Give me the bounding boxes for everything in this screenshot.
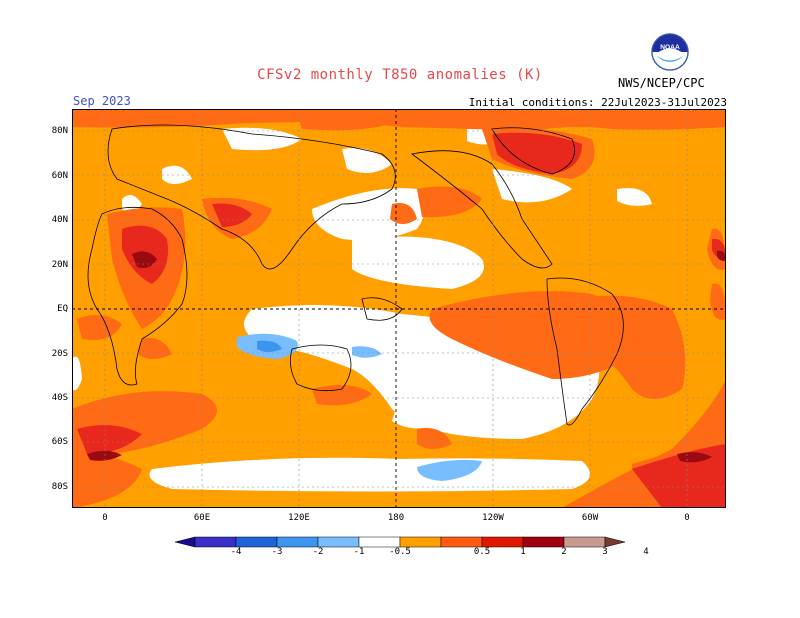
colorbar-tick-label: -2 — [312, 547, 324, 557]
gridlines — [72, 109, 726, 508]
colorbar-segment — [563, 536, 606, 548]
chart-title: CFSv2 monthly T850 anomalies (K) — [257, 67, 543, 83]
logo-text: NOAA — [660, 44, 680, 51]
coastlines — [87, 124, 624, 426]
lon-label-60w: 60W — [581, 513, 599, 523]
anomaly-map — [72, 109, 726, 508]
colorbar — [175, 536, 625, 548]
noaa-logo-icon: NOAA — [651, 33, 689, 71]
colorbar-tick-label: 1 — [520, 547, 526, 557]
colorbar-tick-label: 2 — [561, 547, 567, 557]
equator-dateline — [72, 109, 726, 508]
colorbar-segment — [317, 536, 360, 548]
colorbar-tick-label: 0.5 — [473, 547, 491, 557]
lat-label-40s: 40S — [51, 393, 68, 403]
lat-label-20n: 20N — [51, 260, 68, 270]
lat-label-20s: 20S — [51, 349, 68, 359]
colorbar-left-arrow — [175, 536, 196, 548]
colorbar-segment — [481, 536, 524, 548]
colorbar-tick-label: -1 — [353, 547, 365, 557]
lat-label-60s: 60S — [51, 437, 68, 447]
colorbar-segment — [440, 536, 483, 548]
lon-label-180: 180 — [387, 513, 405, 523]
warm-anomaly-zones-3K — [87, 250, 726, 463]
lat-label-40n: 40N — [51, 215, 68, 225]
lat-label-eq: EQ — [57, 304, 68, 314]
map-frame — [72, 109, 726, 508]
lat-label-60n: 60N — [51, 171, 68, 181]
lon-label-120e: 120E — [288, 513, 310, 523]
colorbar-segment — [399, 536, 442, 548]
colorbar-right-arrow — [604, 536, 625, 548]
colorbar-tick-label: 3 — [602, 547, 608, 557]
agency-label: NWS/NCEP/CPC — [618, 76, 705, 90]
colorbar-tick-label: -4 — [230, 547, 242, 557]
colorbar-segment — [276, 536, 319, 548]
colorbar-segment — [358, 536, 401, 548]
lon-label-0-east: 0 — [684, 513, 690, 523]
colorbar-tick-label: -3 — [271, 547, 283, 557]
colorbar-segment — [522, 536, 565, 548]
colorbar-segment — [194, 536, 237, 548]
colorbar-segment — [235, 536, 278, 548]
forecast-month-label: Sep 2023 — [73, 94, 131, 108]
lon-label-120w: 120W — [482, 513, 504, 523]
colorbar-tick-label: 4 — [643, 547, 649, 557]
lon-label-0: 0 — [102, 513, 108, 523]
lat-label-80n: 80N — [51, 126, 68, 136]
colorbar-tick-label: -0.5 — [389, 547, 411, 557]
initial-conditions-label: Initial conditions: 22Jul2023-31Jul2023 — [468, 96, 727, 109]
lat-label-80s: 80S — [51, 482, 68, 492]
lon-label-60e: 60E — [193, 513, 211, 523]
